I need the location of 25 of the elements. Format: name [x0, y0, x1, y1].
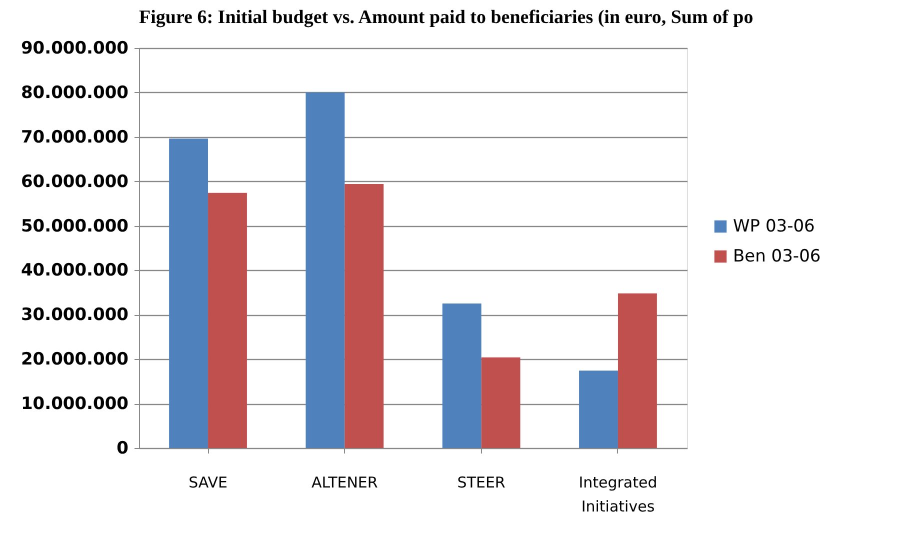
legend-label: Ben 03-06	[733, 246, 821, 266]
y-tick-label: 10.000.000	[20, 394, 129, 414]
bar	[208, 192, 247, 448]
y-tick-label: 20.000.000	[20, 350, 129, 370]
y-tick-label: 50.000.000	[20, 216, 129, 236]
y-tick-label: 30.000.000	[20, 305, 129, 326]
x-tick-label: SAVE	[188, 474, 228, 492]
bar	[579, 370, 618, 448]
x-tick-label: STEER	[457, 474, 506, 492]
x-tick-label: Integrated Initiatives	[578, 474, 658, 516]
bar	[442, 304, 482, 448]
x-tick-label: ALTENER	[312, 474, 378, 492]
chart-title: Figure 6: Initial budget vs. Amount paid to beneficiaries (in euro, Sum of po	[139, 7, 754, 28]
bar	[344, 184, 384, 448]
bar	[306, 92, 345, 448]
bar	[481, 357, 520, 448]
y-tick-label: 40.000.000	[20, 260, 129, 281]
legend-label: WP 03-06	[733, 216, 815, 236]
y-tick-label: 60.000.000	[20, 172, 129, 192]
bar	[169, 138, 208, 448]
y-tick-label: 70.000.000	[20, 127, 129, 148]
bar	[618, 293, 657, 448]
y-tick-label: 80.000.000	[20, 82, 129, 103]
y-tick-label: 0	[116, 438, 129, 458]
y-tick-label: 90.000.000	[20, 38, 129, 58]
